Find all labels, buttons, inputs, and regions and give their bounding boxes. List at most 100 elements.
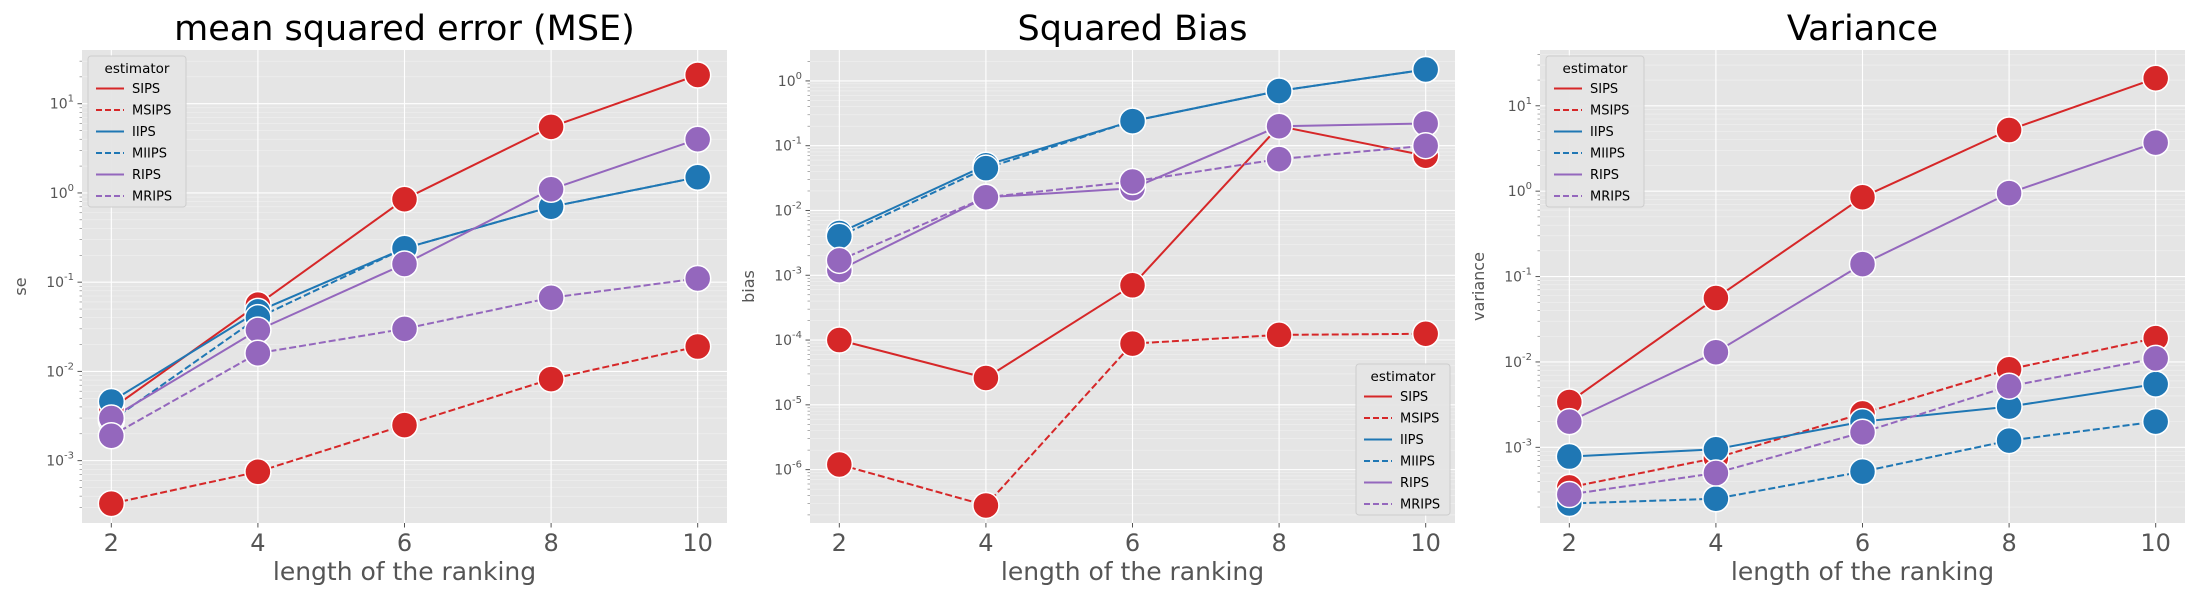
y-tick-base: 10 [1508, 99, 1526, 115]
legend-title: estimator [1563, 61, 1628, 77]
y-tick-base: 10 [774, 139, 792, 155]
data-point-mrips [537, 283, 565, 312]
x-tick-label: 4 [1708, 529, 1723, 557]
y-tick-exponent: -1 [64, 272, 74, 283]
y-tick-label: 10-1 [774, 136, 802, 155]
legend-label: MIIPS [132, 147, 167, 162]
y-tick-base: 10 [774, 268, 792, 284]
y-tick-exponent: -2 [792, 200, 802, 211]
data-point-miips [1411, 55, 1440, 84]
data-point-sips [2141, 64, 2170, 93]
y-tick-base: 10 [46, 454, 64, 470]
data-point-sips [972, 364, 1000, 392]
data-point-iips [1702, 435, 1730, 463]
legend: estimator SIPS MSIPS IIPS MIIPS RIPS MRIPS [87, 55, 187, 208]
data-point-rips [390, 250, 419, 278]
data-point-msips [537, 365, 565, 393]
y-tick-exponent: 1 [68, 94, 74, 105]
data-point-msips [244, 458, 272, 486]
data-point-miips [2141, 407, 2170, 436]
chart-title: Squared Bias [1018, 9, 1248, 49]
data-point-mrips [972, 183, 1000, 212]
data-point-mrips [1118, 167, 1147, 196]
y-tick-exponent: -1 [1522, 267, 1532, 278]
y-tick-exponent: 0 [796, 71, 802, 82]
y-tick-base: 10 [778, 74, 796, 90]
data-point-msips [390, 411, 419, 439]
legend-label: IIPS [132, 125, 156, 140]
data-point-mrips [1848, 418, 1877, 447]
legend-label: RIPS [1400, 476, 1429, 491]
legend-label: SIPS [1400, 390, 1428, 405]
y-tick-exponent: 1 [1526, 96, 1532, 107]
y-tick-label: 10-2 [774, 200, 802, 219]
legend-label: MIIPS [1400, 455, 1435, 470]
x-axis-label: length of the ranking [1001, 557, 1264, 586]
y-tick-base: 10 [50, 186, 68, 202]
x-tick-label: 8 [2001, 529, 2016, 557]
y-tick-label: 100 [1508, 181, 1532, 200]
data-point-mrips [1411, 131, 1440, 160]
y-tick-base: 10 [1504, 270, 1522, 286]
x-tick-label: 4 [250, 529, 265, 557]
data-point-msips [683, 332, 712, 361]
y-tick-exponent: -6 [792, 460, 802, 471]
y-tick-exponent: -4 [792, 330, 802, 341]
x-tick-label: 4 [978, 529, 993, 557]
x-tick-label: 6 [397, 529, 412, 557]
y-tick-label: 10-3 [46, 451, 74, 470]
x-tick-label: 10 [1410, 529, 1441, 557]
chart-title: mean squared error (MSE) [174, 9, 635, 49]
data-point-mrips [2141, 344, 2170, 373]
data-point-mrips [683, 264, 712, 293]
x-tick-label: 10 [682, 529, 713, 557]
x-tick-label: 6 [1125, 529, 1140, 557]
data-point-msips [97, 489, 126, 518]
y-tick-exponent: -3 [64, 451, 74, 462]
y-axis-label: se [11, 277, 30, 295]
y-tick-label: 10-6 [774, 460, 802, 479]
y-tick-exponent: 0 [68, 183, 74, 194]
y-tick-base: 10 [1504, 440, 1522, 456]
y-axis-label: variance [1469, 252, 1488, 321]
legend-title: estimator [105, 61, 170, 77]
x-tick-label: 6 [1855, 529, 1870, 557]
data-point-msips [1118, 329, 1147, 358]
y-tick-label: 100 [778, 71, 802, 90]
data-point-sips [825, 326, 854, 354]
y-tick-base: 10 [46, 364, 64, 380]
y-tick-base: 10 [774, 398, 792, 414]
data-point-miips [1995, 426, 2023, 455]
y-tick-base: 10 [774, 333, 792, 349]
data-point-msips [825, 450, 854, 479]
legend-label: MRIPS [1400, 498, 1440, 513]
x-tick-label: 2 [1562, 529, 1577, 557]
y-tick-exponent: -2 [1522, 352, 1532, 363]
y-tick-label: 10-1 [46, 272, 74, 291]
y-tick-label: 101 [1508, 96, 1532, 115]
y-tick-label: 100 [50, 183, 74, 202]
data-point-msips [1411, 320, 1440, 348]
data-point-sips [1848, 183, 1877, 211]
y-tick-exponent: -5 [792, 395, 802, 406]
legend-title: estimator [1371, 369, 1436, 385]
data-point-rips [1995, 179, 2023, 207]
x-tick-label: 2 [832, 529, 847, 557]
data-point-rips [2141, 128, 2170, 157]
legend-box [87, 55, 187, 208]
y-tick-label: 10-2 [46, 361, 74, 380]
legend-label: MRIPS [1590, 190, 1630, 205]
data-point-rips [244, 316, 272, 344]
y-tick-label: 10-1 [1504, 267, 1532, 286]
data-point-msips [1265, 321, 1293, 349]
data-point-sips [537, 113, 565, 141]
legend-label: MRIPS [132, 190, 172, 205]
data-point-sips [683, 61, 712, 89]
y-axis-label: bias [739, 270, 758, 303]
y-tick-label: 10-3 [1504, 437, 1532, 456]
x-axis-label: length of the ranking [1731, 557, 1994, 586]
data-point-msips [972, 491, 1000, 520]
